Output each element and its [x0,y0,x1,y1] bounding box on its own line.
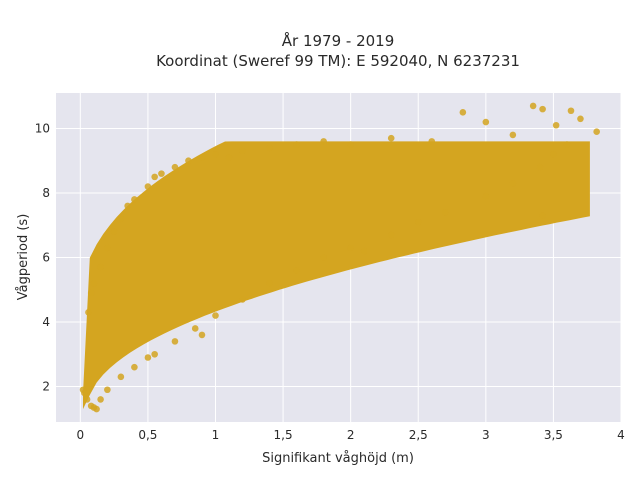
data-point [293,141,300,148]
data-point [104,244,111,252]
data-point [567,107,575,115]
data-point [212,150,219,158]
data-point [81,389,88,397]
data-point [441,209,449,216]
data-point [87,289,95,297]
chart-subtitle: Koordinat (Sweref 99 TM): E 592040, N 62… [156,52,520,70]
data-point [144,354,152,361]
data-point [93,405,100,413]
data-point [198,331,206,339]
data-point [539,212,546,219]
density-cloud [83,141,590,410]
data-point [144,183,152,190]
data-point [117,373,125,381]
y-tick-label: 2 [42,380,50,394]
data-point [552,121,560,129]
data-point [191,325,199,332]
data-point [482,192,490,200]
scatter-points [79,102,600,413]
data-point [459,109,467,116]
x-tick-label: 1,5 [274,428,293,442]
data-point [387,134,395,142]
x-tick-labels: 0 0,5 1 1,5 2 2,5 3 3,5 4 [77,428,625,442]
data-point [124,202,131,210]
data-point [509,180,517,187]
data-point [97,396,104,403]
data-point [158,170,165,177]
data-point [266,280,273,287]
y-tick-labels: 2 4 6 8 10 [35,121,50,393]
data-point [83,396,91,403]
x-tick-label: 2,5 [409,428,428,442]
data-point [320,138,327,145]
x-tick-label: 3 [482,428,490,442]
data-point [482,118,490,126]
data-point [151,350,158,358]
x-axis-label: Signifikant våghöjd (m) [262,451,414,466]
data-point [97,263,104,271]
data-point [293,267,300,274]
data-point [539,105,546,113]
y-axis-label: Vågperiod (s) [16,214,31,301]
data-point [239,147,246,155]
x-tick-label: 3,5 [544,428,563,442]
y-tick-label: 6 [42,251,50,265]
data-point [104,386,111,394]
point-cloud [83,141,590,410]
data-point [509,131,517,139]
data-point [90,280,98,287]
data-point [239,296,246,303]
data-point [198,154,206,161]
y-tick-label: 8 [42,186,50,200]
data-point [151,173,158,181]
y-tick-label: 10 [35,121,50,135]
data-point [131,196,138,203]
data-point [212,312,219,319]
data-point [347,244,354,252]
data-point [550,150,557,158]
data-point [414,218,422,226]
x-tick-label: 0 [77,428,85,442]
data-point [577,115,584,123]
x-tick-label: 1 [212,428,220,442]
data-point [225,154,233,161]
data-point [266,144,273,152]
data-point [85,309,92,316]
data-point [428,138,436,145]
data-point [563,141,571,148]
x-tick-label: 4 [617,428,625,442]
data-point [536,163,544,171]
data-point [117,215,125,223]
data-point [110,228,118,235]
data-point [185,157,192,165]
x-tick-label: 0,5 [138,428,157,442]
data-point [320,254,327,261]
y-tick-label: 4 [42,315,50,329]
data-point [347,141,354,148]
x-tick-label: 2 [347,428,355,442]
data-point [171,163,179,171]
data-point [387,231,395,239]
chart-title: År 1979 - 2019 [282,31,395,50]
data-point [131,363,138,371]
data-point [171,338,179,345]
data-point [529,102,537,110]
data-point [360,247,368,255]
data-point [593,128,600,136]
